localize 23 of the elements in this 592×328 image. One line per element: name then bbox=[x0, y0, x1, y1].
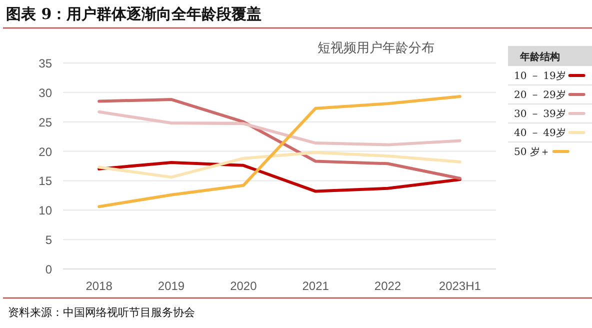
legend-label: 10 － 19岁 bbox=[514, 70, 566, 82]
y-tick-label: 35 bbox=[38, 56, 52, 70]
legend-label: 50 岁＋ bbox=[514, 146, 550, 158]
y-tick-label: 10 bbox=[38, 204, 52, 218]
x-tick-label: 2020 bbox=[230, 279, 258, 293]
x-tick-label: 2022 bbox=[374, 279, 402, 293]
legend-label: 20 － 29岁 bbox=[514, 89, 566, 101]
y-tick-label: 15 bbox=[38, 174, 52, 188]
x-tick-label: 2018 bbox=[86, 279, 113, 293]
y-tick-label: 25 bbox=[38, 115, 52, 130]
legend-label: 40 － 49岁 bbox=[514, 127, 566, 139]
legend-label: 30 － 39岁 bbox=[514, 108, 566, 120]
y-tick-label: 30 bbox=[38, 86, 52, 100]
chart-title: 图表 9：用户群体逐渐向全年龄段覆盖 bbox=[6, 5, 262, 23]
x-tick-label: 2021 bbox=[302, 279, 330, 293]
x-tick-label: 2023H1 bbox=[438, 279, 482, 293]
chart-subtitle: 短视频用户年龄分布 bbox=[318, 41, 434, 56]
x-tick-label: 2019 bbox=[158, 279, 185, 293]
y-tick-label: 20 bbox=[38, 144, 52, 159]
text: 资料来源：中国网络视听节目服务协会 bbox=[8, 306, 195, 319]
y-tick-label: 5 bbox=[45, 233, 52, 248]
legend-title: 年龄结构 bbox=[519, 51, 560, 63]
y-tick-label: 0 bbox=[45, 262, 52, 276]
